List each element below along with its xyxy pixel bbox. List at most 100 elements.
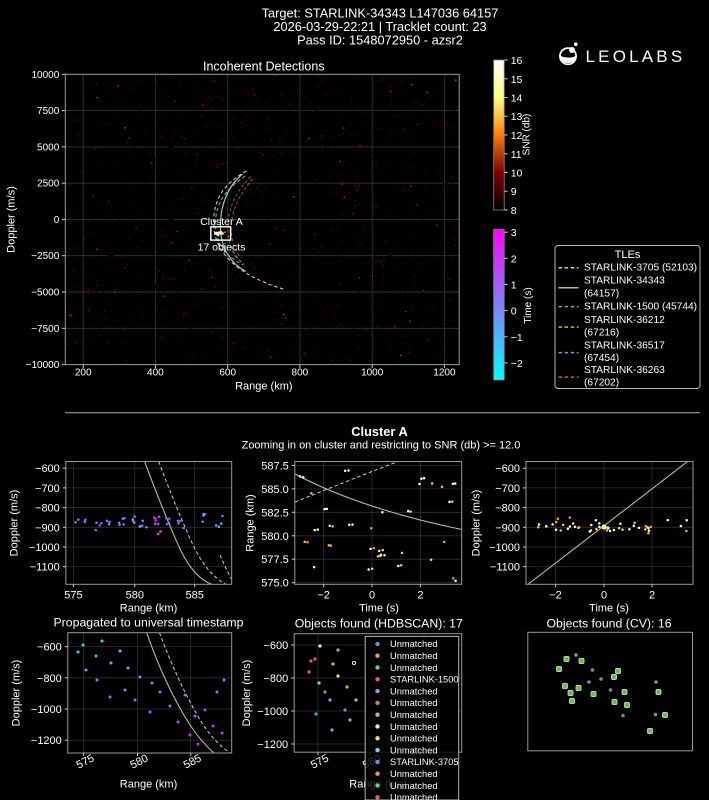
svg-text:577.5: 577.5 — [261, 554, 289, 566]
svg-text:STARLINK-34343: STARLINK-34343 — [584, 276, 665, 287]
svg-text:Range (km): Range (km) — [120, 603, 177, 615]
svg-text:−700: −700 — [35, 483, 60, 495]
svg-text:(64157): (64157) — [584, 288, 619, 299]
svg-text:Range (km): Range (km) — [120, 779, 177, 791]
svg-text:−900: −900 — [35, 522, 60, 534]
svg-text:(67216): (67216) — [584, 328, 619, 339]
svg-text:−1100: −1100 — [490, 562, 520, 574]
svg-text:−1000: −1000 — [29, 542, 60, 554]
svg-text:STARLINK-36517: STARLINK-36517 — [584, 341, 665, 352]
svg-text:Unmatched: Unmatched — [390, 698, 438, 708]
svg-text:1: 1 — [511, 280, 517, 292]
svg-text:Pass ID: 1548072950 - azsr2: Pass ID: 1548072950 - azsr2 — [297, 33, 463, 48]
svg-text:Objects found (CV): 16: Objects found (CV): 16 — [546, 617, 671, 631]
svg-text:0: 0 — [511, 306, 517, 318]
svg-text:Unmatched: Unmatched — [390, 734, 438, 744]
svg-text:−1000: −1000 — [489, 542, 520, 554]
svg-text:Unmatched: Unmatched — [390, 745, 438, 755]
svg-text:Time (s): Time (s) — [589, 603, 629, 615]
svg-text:LEOLABS: LEOLABS — [586, 47, 686, 66]
svg-text:0: 0 — [54, 215, 60, 226]
svg-text:Doppler (m/s): Doppler (m/s) — [9, 490, 21, 557]
svg-text:(67454): (67454) — [584, 353, 619, 364]
svg-text:−1: −1 — [511, 332, 523, 344]
svg-text:−1200: −1200 — [257, 739, 288, 751]
svg-text:−700: −700 — [495, 483, 520, 495]
svg-text:−1100: −1100 — [30, 562, 60, 574]
svg-text:Unmatched: Unmatched — [390, 781, 438, 791]
svg-text:0: 0 — [369, 590, 375, 602]
svg-text:−7500: −7500 — [31, 324, 60, 335]
svg-text:−10000: −10000 — [26, 360, 60, 371]
svg-text:−1000: −1000 — [31, 704, 62, 716]
svg-text:Unmatched: Unmatched — [390, 722, 438, 732]
svg-text:Doppler (m/s): Doppler (m/s) — [241, 660, 253, 727]
svg-text:STARLINK-3705 (52103): STARLINK-3705 (52103) — [584, 263, 697, 274]
svg-text:Unmatched: Unmatched — [390, 769, 438, 779]
svg-text:15: 15 — [511, 74, 523, 86]
svg-text:2026-03-29-22:21 | Tracklet co: 2026-03-29-22:21 | Tracklet count: 23 — [273, 19, 486, 34]
svg-text:1200: 1200 — [433, 368, 456, 379]
svg-text:STARLINK-36263: STARLINK-36263 — [584, 365, 665, 376]
svg-text:−2: −2 — [549, 590, 562, 602]
svg-text:Unmatched: Unmatched — [390, 686, 438, 696]
svg-text:3: 3 — [511, 227, 517, 239]
svg-text:Incoherent Detections: Incoherent Detections — [203, 60, 325, 74]
svg-text:2500: 2500 — [37, 179, 60, 190]
svg-text:−800: −800 — [263, 673, 288, 685]
svg-text:2: 2 — [511, 253, 517, 265]
svg-text:587.5: 587.5 — [261, 460, 289, 472]
svg-text:200: 200 — [75, 368, 92, 379]
svg-text:17 objects: 17 objects — [198, 242, 246, 254]
svg-text:TLEs: TLEs — [615, 249, 641, 261]
svg-text:−5000: −5000 — [31, 288, 60, 299]
svg-text:14: 14 — [511, 93, 523, 105]
svg-text:8: 8 — [511, 205, 517, 217]
svg-text:−600: −600 — [263, 640, 288, 652]
svg-text:−1000: −1000 — [257, 706, 288, 718]
svg-text:STARLINK-36212: STARLINK-36212 — [584, 315, 665, 326]
svg-text:582.5: 582.5 — [261, 507, 289, 519]
svg-text:9: 9 — [511, 186, 517, 198]
svg-text:STARLINK-3705: STARLINK-3705 — [390, 757, 459, 767]
svg-text:575: 575 — [64, 590, 82, 602]
svg-text:Doppler (m/s): Doppler (m/s) — [471, 490, 483, 557]
svg-text:7500: 7500 — [37, 106, 60, 117]
svg-text:STARLINK-1500: STARLINK-1500 — [390, 675, 459, 685]
svg-text:Doppler (m/s): Doppler (m/s) — [6, 186, 18, 253]
svg-text:2: 2 — [417, 590, 423, 602]
svg-text:Unmatched: Unmatched — [390, 793, 438, 800]
svg-text:Doppler (m/s): Doppler (m/s) — [11, 660, 23, 727]
svg-text:−800: −800 — [37, 673, 62, 685]
svg-text:1000: 1000 — [361, 368, 384, 379]
svg-text:Propagated to universal timest: Propagated to universal timestamp — [53, 616, 243, 630]
svg-text:Zooming in on cluster and rest: Zooming in on cluster and restricting to… — [242, 440, 521, 452]
svg-text:−900: −900 — [495, 522, 520, 534]
svg-text:−2: −2 — [317, 590, 330, 602]
svg-text:Time (s): Time (s) — [523, 287, 534, 323]
svg-text:11: 11 — [511, 149, 522, 161]
svg-text:0: 0 — [601, 590, 607, 602]
svg-text:−600: −600 — [37, 642, 62, 654]
svg-text:−800: −800 — [495, 503, 520, 515]
svg-text:580.0: 580.0 — [261, 531, 289, 543]
svg-text:Unmatched: Unmatched — [390, 710, 438, 720]
svg-text:800: 800 — [292, 368, 309, 379]
svg-text:−2500: −2500 — [31, 251, 60, 262]
svg-text:12: 12 — [511, 130, 523, 142]
svg-text:Cluster A: Cluster A — [351, 424, 407, 439]
svg-text:Unmatched: Unmatched — [390, 639, 438, 649]
svg-text:−1200: −1200 — [31, 735, 62, 747]
svg-text:−600: −600 — [35, 463, 60, 475]
svg-text:600: 600 — [219, 368, 236, 379]
svg-text:10: 10 — [511, 168, 523, 180]
svg-text:585: 585 — [186, 590, 204, 602]
svg-text:−800: −800 — [35, 503, 60, 515]
svg-text:585.0: 585.0 — [261, 484, 289, 496]
svg-text:575.0: 575.0 — [261, 578, 289, 590]
svg-text:Unmatched: Unmatched — [390, 651, 438, 661]
svg-text:10000: 10000 — [31, 70, 59, 81]
svg-text:Unmatched: Unmatched — [390, 663, 438, 673]
svg-text:(67202): (67202) — [584, 378, 619, 389]
svg-text:2: 2 — [649, 590, 655, 602]
